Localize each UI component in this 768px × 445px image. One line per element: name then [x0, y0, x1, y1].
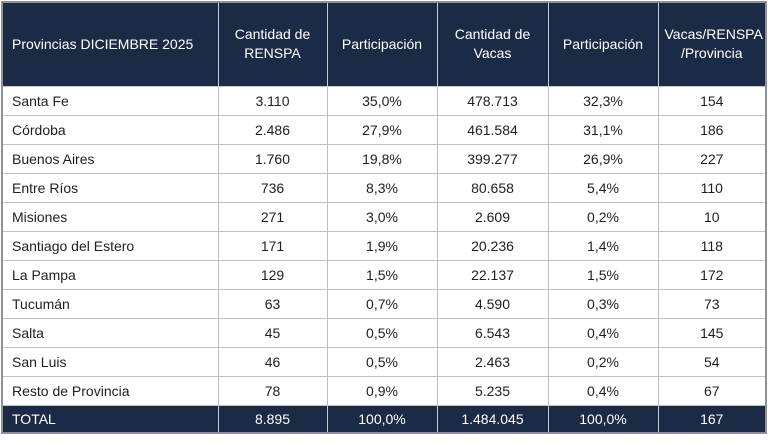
cell-vacas-share: 1,5%	[547, 259, 659, 290]
table-row: Misiones 271 3,0% 2.609 0,2% 10	[1, 201, 767, 232]
cell-vacas-per-renspa: 73	[657, 288, 767, 319]
table-row: Tucumán 63 0,7% 4.590 0,3% 73	[1, 288, 767, 319]
cell-renspa: 46	[217, 346, 328, 377]
table-row: Buenos Aires 1.760 19,8% 399.277 26,9% 227	[1, 143, 767, 174]
cell-province: Santa Fe	[1, 85, 219, 116]
total-row: TOTAL 8.895 100,0% 1.484.045 100,0% 167	[1, 404, 767, 434]
cell-renspa-share: 19,8%	[326, 143, 438, 174]
cell-vacas: 6.543	[436, 317, 549, 348]
table-row: Córdoba 2.486 27,9% 461.584 31,1% 186	[1, 114, 767, 145]
cell-renspa: 171	[217, 230, 328, 261]
cell-province: TOTAL	[1, 404, 219, 434]
cell-vacas-per-renspa: 227	[657, 143, 767, 174]
cell-vacas-per-renspa: 145	[657, 317, 767, 348]
table-row: Santiago del Estero 171 1,9% 20.236 1,4% 118	[1, 230, 767, 261]
table-row: Resto de Provincia 78 0,9% 5.235 0,4% 67	[1, 375, 767, 406]
cell-vacas-per-renspa: 110	[657, 172, 767, 203]
table-header: Provincias DICIEMBRE 2025 Cantidad de RE…	[1, 1, 767, 87]
col-header-vacas-renspa-provincia: Vacas/RENSPA /Provincia	[657, 1, 767, 87]
col-header-participacion-vacas: Participación	[547, 1, 659, 87]
cell-vacas: 5.235	[436, 375, 549, 406]
table-body: Santa Fe 3.110 35,0% 478.713 32,3% 154 Córdoba…	[1, 85, 767, 406]
cell-renspa-share: 0,5%	[326, 317, 438, 348]
table-row: Santa Fe 3.110 35,0% 478.713 32,3% 154	[1, 85, 767, 116]
cell-vacas: 20.236	[436, 230, 549, 261]
cell-renspa: 1.760	[217, 143, 328, 174]
cell-vacas-share: 0,2%	[547, 201, 659, 232]
cell-renspa: 271	[217, 201, 328, 232]
cell-renspa-share: 0,5%	[326, 346, 438, 377]
cell-vacas-share: 5,4%	[547, 172, 659, 203]
table-row: Salta 45 0,5% 6.543 0,4% 145	[1, 317, 767, 348]
cell-vacas-share: 0,3%	[547, 288, 659, 319]
cell-vacas-per-renspa: 167	[657, 404, 767, 434]
cell-renspa: 736	[217, 172, 328, 203]
cell-vacas: 22.137	[436, 259, 549, 290]
cell-vacas-share: 0,4%	[547, 317, 659, 348]
table-row: Entre Ríos 736 8,3% 80.658 5,4% 110	[1, 172, 767, 203]
cell-vacas-share: 26,9%	[547, 143, 659, 174]
cell-vacas-share: 100,0%	[547, 404, 659, 434]
cell-vacas-share: 1,4%	[547, 230, 659, 261]
cell-province: Misiones	[1, 201, 219, 232]
cell-vacas-per-renspa: 54	[657, 346, 767, 377]
cell-vacas-share: 31,1%	[547, 114, 659, 145]
cell-province: Entre Ríos	[1, 172, 219, 203]
header-row: Provincias DICIEMBRE 2025 Cantidad de RE…	[1, 1, 767, 87]
cell-renspa: 63	[217, 288, 328, 319]
col-header-cantidad-vacas: Cantidad de Vacas	[436, 1, 549, 87]
cell-vacas: 2.463	[436, 346, 549, 377]
cell-renspa-share: 1,5%	[326, 259, 438, 290]
table-row: La Pampa 129 1,5% 22.137 1,5% 172	[1, 259, 767, 290]
provinces-table: Provincias DICIEMBRE 2025 Cantidad de RE…	[1, 1, 767, 434]
cell-province: Salta	[1, 317, 219, 348]
cell-province: San Luis	[1, 346, 219, 377]
cell-renspa: 129	[217, 259, 328, 290]
cell-renspa-share: 27,9%	[326, 114, 438, 145]
cell-renspa-share: 35,0%	[326, 85, 438, 116]
cell-vacas: 399.277	[436, 143, 549, 174]
cell-vacas-share: 32,3%	[547, 85, 659, 116]
cell-renspa-share: 100,0%	[326, 404, 438, 434]
cell-vacas: 478.713	[436, 85, 549, 116]
cell-vacas-per-renspa: 186	[657, 114, 767, 145]
cell-province: La Pampa	[1, 259, 219, 290]
cell-renspa-share: 0,9%	[326, 375, 438, 406]
cell-vacas-per-renspa: 10	[657, 201, 767, 232]
cell-renspa: 45	[217, 317, 328, 348]
cell-province: Santiago del Estero	[1, 230, 219, 261]
cell-renspa-share: 3,0%	[326, 201, 438, 232]
cell-renspa: 3.110	[217, 85, 328, 116]
cell-renspa-share: 1,9%	[326, 230, 438, 261]
table-foot: TOTAL 8.895 100,0% 1.484.045 100,0% 167	[1, 404, 767, 434]
cell-vacas: 461.584	[436, 114, 549, 145]
cell-province: Tucumán	[1, 288, 219, 319]
table-row: San Luis 46 0,5% 2.463 0,2% 54	[1, 346, 767, 377]
cell-renspa: 8.895	[217, 404, 328, 434]
cell-renspa: 78	[217, 375, 328, 406]
cell-province: Resto de Provincia	[1, 375, 219, 406]
cell-vacas: 4.590	[436, 288, 549, 319]
cell-vacas-per-renspa: 118	[657, 230, 767, 261]
cell-vacas-per-renspa: 172	[657, 259, 767, 290]
cell-vacas: 1.484.045	[436, 404, 549, 434]
col-header-cantidad-renspa: Cantidad de RENSPA	[217, 1, 328, 87]
cell-vacas: 80.658	[436, 172, 549, 203]
cell-vacas-share: 0,2%	[547, 346, 659, 377]
cell-province: Buenos Aires	[1, 143, 219, 174]
col-header-participacion-renspa: Participación	[326, 1, 438, 87]
col-header-provincias: Provincias DICIEMBRE 2025	[1, 1, 219, 87]
cell-renspa-share: 8,3%	[326, 172, 438, 203]
cell-vacas: 2.609	[436, 201, 549, 232]
cell-renspa: 2.486	[217, 114, 328, 145]
cell-vacas-per-renspa: 67	[657, 375, 767, 406]
cell-vacas-share: 0,4%	[547, 375, 659, 406]
cell-vacas-per-renspa: 154	[657, 85, 767, 116]
cell-province: Córdoba	[1, 114, 219, 145]
cell-renspa-share: 0,7%	[326, 288, 438, 319]
